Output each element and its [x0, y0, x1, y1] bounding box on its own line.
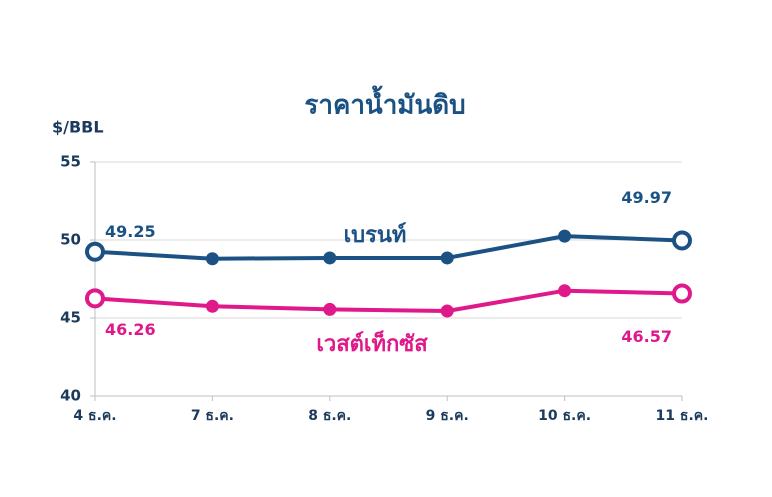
series-label: เบรนท์	[344, 222, 407, 248]
data-label: 46.57	[621, 327, 672, 346]
series-line	[94, 288, 683, 313]
data-point	[323, 251, 337, 265]
x-tick-label: 7 ธ.ค.	[191, 408, 234, 424]
chart-title: ราคาน้ำมันดิบ	[304, 85, 465, 121]
x-tick-label: 4 ธ.ค.	[73, 408, 116, 424]
y-tick-label: 40	[60, 387, 81, 405]
data-point	[323, 302, 337, 316]
series-line	[94, 234, 683, 261]
data-point	[558, 284, 572, 298]
y-tick-label: 45	[60, 309, 81, 327]
data-label: 49.97	[621, 188, 672, 207]
data-point	[85, 288, 105, 309]
data-point	[672, 283, 692, 304]
data-label: 46.26	[105, 320, 156, 339]
data-point	[85, 241, 105, 262]
y-tick-label: 50	[60, 231, 81, 249]
data-point	[558, 229, 572, 243]
y-tick-label: 55	[60, 153, 81, 171]
x-tick-label: 11 ธ.ค.	[656, 408, 709, 424]
x-tick-label: 10 ธ.ค.	[538, 408, 591, 424]
data-point	[205, 252, 219, 266]
data-label: 49.25	[105, 222, 156, 241]
x-tick-label: 8 ธ.ค.	[308, 408, 351, 424]
x-tick-label: 9 ธ.ค.	[426, 408, 469, 424]
data-point	[440, 304, 454, 318]
series-label: เวสต์เท็กซัส	[316, 329, 428, 357]
y-axis-label: $/BBL	[52, 118, 104, 137]
data-point	[672, 230, 692, 251]
data-point	[205, 299, 219, 313]
data-point	[440, 251, 454, 265]
